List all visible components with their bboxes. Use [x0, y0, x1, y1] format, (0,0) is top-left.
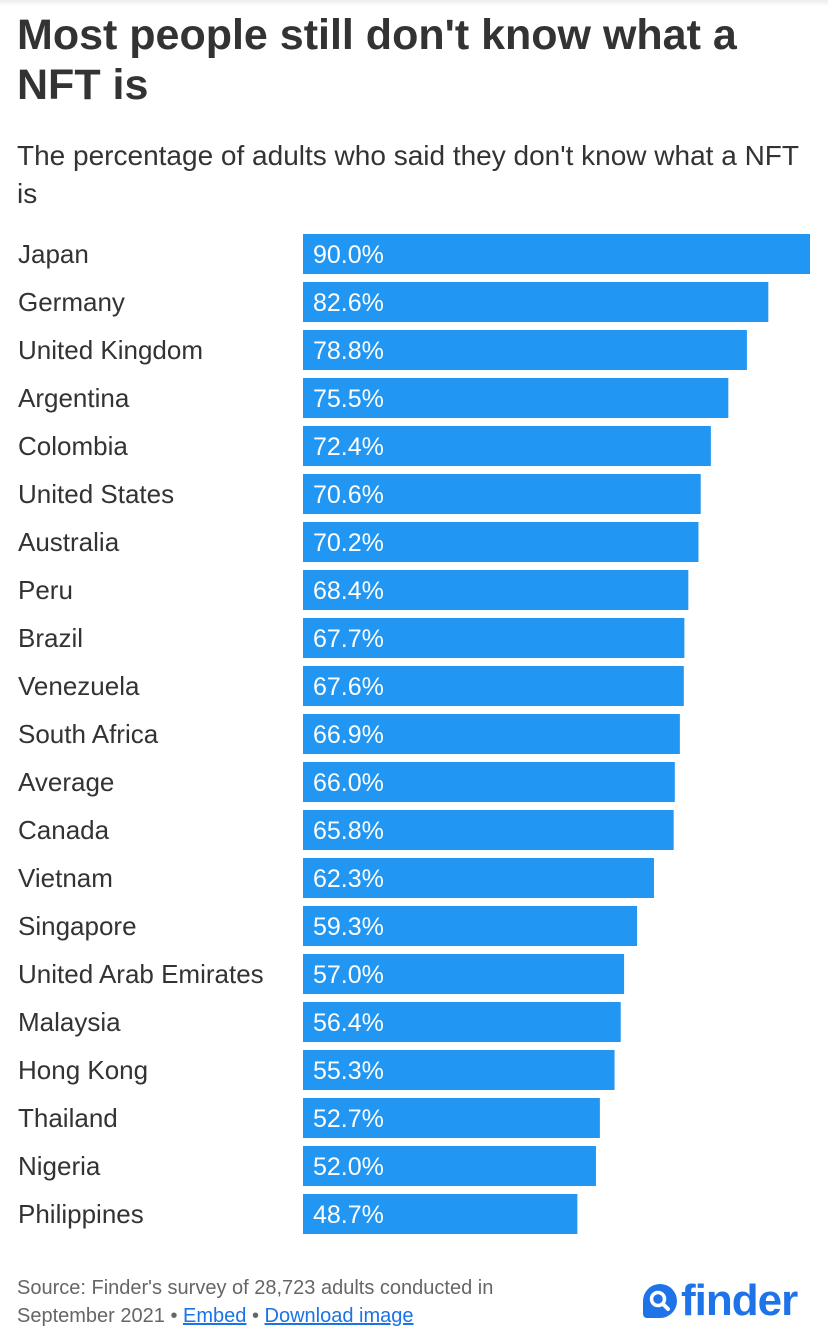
bar: [303, 522, 699, 562]
category-label: Thailand: [18, 1103, 118, 1133]
value-label: 66.0%: [313, 769, 384, 797]
value-label: 56.4%: [313, 1009, 384, 1037]
bar: [303, 282, 769, 322]
category-label: Brazil: [18, 623, 83, 653]
value-label: 75.5%: [313, 385, 384, 413]
category-label: United States: [18, 479, 174, 509]
bar: [303, 714, 680, 754]
bar: [303, 906, 638, 946]
bar: [303, 1002, 621, 1042]
category-label: Peru: [18, 575, 73, 605]
bar: [303, 1098, 600, 1138]
value-label: 55.3%: [313, 1057, 384, 1085]
category-label: Colombia: [18, 431, 128, 461]
value-label: 67.7%: [313, 625, 384, 653]
bar: [303, 858, 654, 898]
value-label: 90.0%: [313, 241, 384, 269]
bar: [303, 666, 684, 706]
bar: [303, 474, 701, 514]
value-label: 59.3%: [313, 913, 384, 941]
category-label: Vietnam: [18, 863, 113, 893]
bar: [303, 378, 729, 418]
value-label: 68.4%: [313, 577, 384, 605]
finder-logo[interactable]: finder: [643, 1276, 798, 1325]
value-label: 70.2%: [313, 529, 384, 557]
value-label: 48.7%: [313, 1201, 384, 1229]
search-icon: [643, 1284, 677, 1318]
embed-link[interactable]: Embed: [183, 1305, 247, 1327]
category-label: Malaysia: [18, 1007, 121, 1037]
category-label: United Kingdom: [18, 335, 203, 365]
bar: [303, 954, 625, 994]
value-label: 66.9%: [313, 721, 384, 749]
bar-chart: Japan 90.0% Germany 82.6% United Kingdom 78.8…: [18, 234, 810, 1234]
bar: [303, 618, 685, 658]
category-label: Philippines: [18, 1199, 144, 1229]
download-image-link[interactable]: Download image: [264, 1305, 414, 1327]
value-label: 52.7%: [313, 1105, 384, 1133]
bar: [303, 1146, 596, 1186]
category-label: Hong Kong: [18, 1055, 148, 1085]
category-label: Average: [18, 767, 114, 797]
value-label: 72.4%: [313, 433, 384, 461]
value-label: 67.6%: [313, 673, 384, 701]
value-label: 82.6%: [313, 289, 384, 317]
bar: [303, 762, 675, 802]
category-label: Australia: [18, 527, 120, 557]
category-label: Canada: [18, 815, 110, 845]
footer: Source: Finder's survey of 28,723 adults…: [17, 1274, 577, 1330]
value-label: 62.3%: [313, 865, 384, 893]
category-label: South Africa: [18, 719, 159, 749]
category-label: Nigeria: [18, 1151, 101, 1181]
value-label: 70.6%: [313, 481, 384, 509]
value-label: 78.8%: [313, 337, 384, 365]
value-label: 57.0%: [313, 961, 384, 989]
chart-title: Most people still don't know what a NFT …: [17, 11, 737, 109]
category-label: Singapore: [18, 911, 137, 941]
footer-separator: •: [170, 1305, 178, 1327]
chart-subtitle: The percentage of adults who said they d…: [17, 140, 799, 209]
category-label: Venezuela: [18, 671, 140, 701]
category-label: Germany: [18, 287, 125, 317]
category-label: Japan: [18, 239, 89, 269]
top-shade: [0, 0, 828, 6]
value-label: 65.8%: [313, 817, 384, 845]
bar: [303, 1050, 615, 1090]
source-text: Source: Finder's survey of 28,723 adults…: [17, 1277, 494, 1327]
bar: [303, 1194, 578, 1234]
bar: [303, 426, 711, 466]
logo-text: finder: [681, 1276, 798, 1325]
bar: [303, 234, 810, 274]
bar: [303, 810, 674, 850]
footer-separator: •: [251, 1305, 259, 1327]
value-label: 52.0%: [313, 1153, 384, 1181]
category-label: Argentina: [18, 383, 130, 413]
category-label: United Arab Emirates: [18, 959, 264, 989]
bar: [303, 330, 747, 370]
bar: [303, 570, 689, 610]
